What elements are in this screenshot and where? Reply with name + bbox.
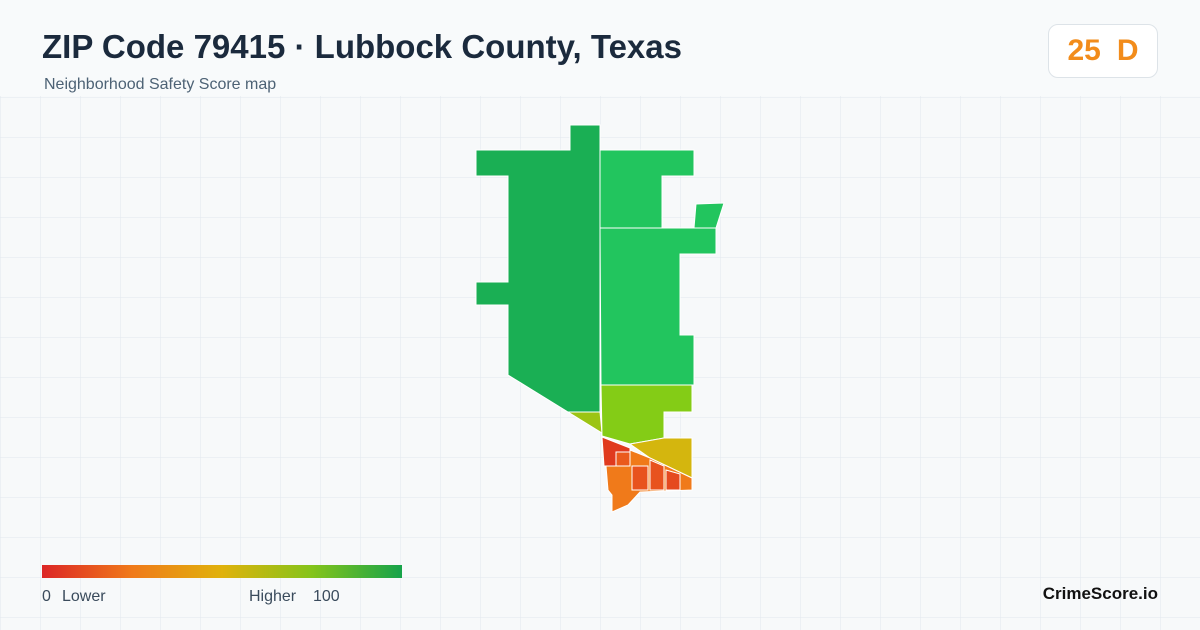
legend-gradient xyxy=(42,565,402,578)
area xyxy=(566,411,603,434)
legend-min-label: Lower xyxy=(62,588,106,605)
subtitle: Neighborhood Safety Score map xyxy=(44,76,277,93)
zip-areas xyxy=(475,124,725,513)
area xyxy=(693,202,725,229)
header-bg xyxy=(0,0,1200,96)
grade: D xyxy=(1116,34,1139,67)
area xyxy=(615,451,631,467)
title: ZIP Code 79415 · Lubbock County, Texas xyxy=(42,28,682,65)
legend-max: 100 xyxy=(313,588,340,605)
area xyxy=(628,437,693,479)
brand: CrimeScore.io xyxy=(1042,584,1158,603)
area xyxy=(475,124,601,413)
legend-min: 0 xyxy=(42,588,51,605)
area xyxy=(649,459,665,491)
area xyxy=(600,384,693,445)
area xyxy=(665,469,681,491)
area xyxy=(631,465,649,491)
score-badge: 25 D xyxy=(1048,24,1158,78)
legend-max-label: Higher xyxy=(249,588,297,605)
score: 25 xyxy=(1067,34,1101,67)
